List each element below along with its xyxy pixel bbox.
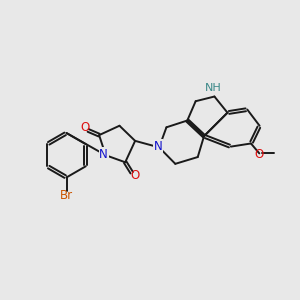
Text: O: O (80, 121, 89, 134)
Text: O: O (255, 148, 264, 161)
Text: NH: NH (205, 83, 221, 93)
Text: N: N (154, 140, 162, 153)
Text: N: N (99, 148, 108, 161)
Text: Br: Br (60, 189, 73, 202)
Text: O: O (130, 169, 140, 182)
